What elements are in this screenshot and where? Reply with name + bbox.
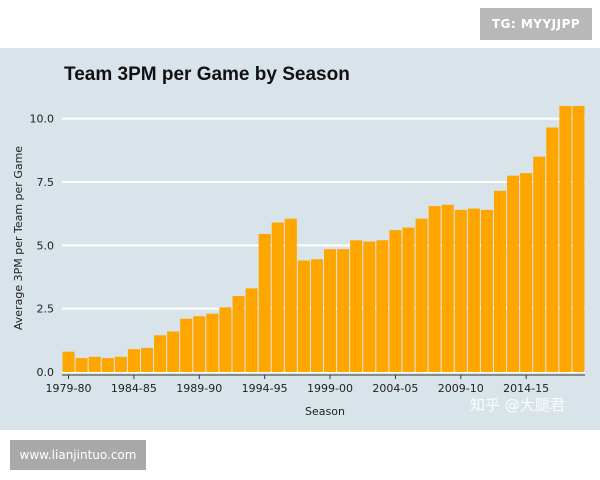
bar-2014-15 xyxy=(520,173,533,372)
bar-2016-17 xyxy=(546,127,559,372)
x-tick-label: 1984-85 xyxy=(111,382,157,395)
bar-1984-85 xyxy=(127,349,140,372)
site-badge: www.lianjintuo.com xyxy=(10,440,146,470)
x-axis-label: Season xyxy=(305,405,345,418)
bar-1991-92 xyxy=(219,307,232,372)
bar-1993-94 xyxy=(245,288,258,372)
axis-layer: 0.0 2.5 5.0 7.5 10.0 1979-80 1984-85 1989-90 199… xyxy=(30,113,585,395)
bar-1992-93 xyxy=(232,296,245,372)
x-tick-label: 1979-80 xyxy=(46,382,92,395)
bar-1994-95 xyxy=(258,233,271,372)
bar-2006-07 xyxy=(415,218,428,372)
bar-2018-19 xyxy=(572,106,585,372)
bar-1988-89 xyxy=(180,318,193,372)
bar-1985-86 xyxy=(140,347,153,372)
bar-2011-12 xyxy=(480,209,493,372)
bar-1986-87 xyxy=(154,335,167,372)
chart-title: Team 3PM per Game by Season xyxy=(64,64,350,85)
bar-2009-10 xyxy=(454,209,467,372)
x-tick-label: 2014-15 xyxy=(503,382,549,395)
bar-1983-84 xyxy=(114,356,127,372)
x-tick-label: 1989-90 xyxy=(176,382,222,395)
bar-2017-18 xyxy=(559,106,572,372)
bar-2015-16 xyxy=(533,156,546,372)
y-tick-label: 2.5 xyxy=(37,303,55,316)
x-tick-label: 1999-00 xyxy=(307,382,353,395)
grid-layer xyxy=(62,117,585,373)
bar-1981-82 xyxy=(88,356,101,372)
bar-1989-90 xyxy=(193,316,206,372)
y-axis-label: Average 3PM per Team per Game xyxy=(12,146,25,330)
bar-1980-81 xyxy=(75,358,88,372)
y-tick-label: 5.0 xyxy=(37,239,55,252)
bar-2004-05 xyxy=(389,230,402,372)
bar-1998-99 xyxy=(310,259,323,372)
chart-panel: Team 3PM per Game by Season 0.0 2.5 5.0 7.5… xyxy=(0,48,600,430)
y-tick-label: 7.5 xyxy=(37,176,55,189)
bar-layer xyxy=(62,106,585,372)
bar-2001-02 xyxy=(350,240,363,372)
bar-2000-01 xyxy=(337,249,350,372)
bar-1996-97 xyxy=(284,218,297,372)
tg-badge: TG: MYYJJPP xyxy=(480,8,592,40)
bar-2010-11 xyxy=(467,208,480,372)
watermark-text: 知乎 @大腿君 xyxy=(470,396,565,414)
x-tick-label: 2009-10 xyxy=(438,382,484,395)
y-tick-label: 0.0 xyxy=(37,366,55,379)
bar-2007-08 xyxy=(428,206,441,372)
bar-chart: Team 3PM per Game by Season 0.0 2.5 5.0 7.5… xyxy=(12,64,585,418)
bar-2005-06 xyxy=(402,227,415,372)
bar-1995-96 xyxy=(271,222,284,372)
bar-1997-98 xyxy=(297,260,310,372)
bar-1979-80 xyxy=(62,351,75,372)
bar-1990-91 xyxy=(206,313,219,372)
bar-1982-83 xyxy=(101,358,114,372)
y-tick-label: 10.0 xyxy=(30,113,55,126)
bar-2013-14 xyxy=(507,175,520,372)
bar-2008-09 xyxy=(441,204,454,372)
bar-1999-00 xyxy=(324,249,337,372)
bar-1987-88 xyxy=(167,331,180,372)
bar-2012-13 xyxy=(494,190,507,372)
bar-2003-04 xyxy=(376,240,389,372)
x-tick-label: 2004-05 xyxy=(372,382,418,395)
x-tick-label: 1994-95 xyxy=(242,382,288,395)
bar-2002-03 xyxy=(363,241,376,372)
